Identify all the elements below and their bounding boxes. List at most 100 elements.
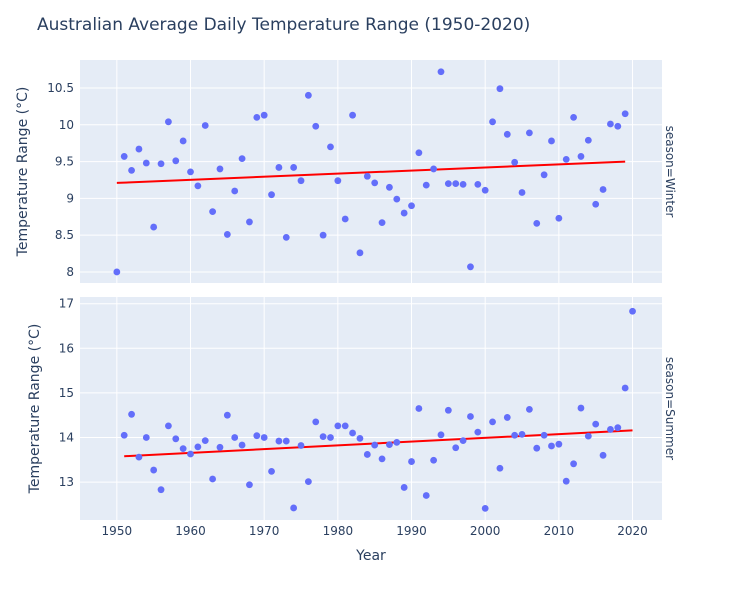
data-point xyxy=(150,223,158,231)
data-point xyxy=(216,443,224,451)
y-tick-label: 8 xyxy=(66,265,74,279)
data-point xyxy=(518,430,526,438)
data-point xyxy=(378,219,386,227)
data-point xyxy=(341,422,349,430)
data-point xyxy=(216,165,224,173)
data-point xyxy=(187,450,194,458)
data-point xyxy=(253,114,261,121)
data-point xyxy=(415,149,423,157)
data-point xyxy=(400,484,408,491)
data-point xyxy=(363,172,371,180)
data-point xyxy=(614,424,622,432)
data-point xyxy=(408,458,415,465)
data-point xyxy=(614,122,622,130)
data-point xyxy=(467,413,474,420)
data-point xyxy=(503,414,511,421)
data-point xyxy=(540,171,548,179)
data-point xyxy=(135,453,143,461)
data-point xyxy=(430,456,438,464)
data-point xyxy=(319,433,327,440)
data-point xyxy=(474,180,482,188)
data-point xyxy=(386,441,393,449)
data-point xyxy=(128,166,135,174)
data-point xyxy=(621,110,629,118)
data-point xyxy=(599,186,607,193)
data-point xyxy=(297,177,305,185)
data-point xyxy=(150,466,158,474)
data-point xyxy=(209,475,217,483)
x-tick-label: 1960 xyxy=(175,524,206,538)
data-point xyxy=(548,137,555,145)
y-tick-label: 9.5 xyxy=(55,155,74,169)
trend-line-winter xyxy=(116,160,626,184)
data-point xyxy=(525,129,533,137)
x-tick-label: 1980 xyxy=(323,524,354,538)
data-point xyxy=(172,435,180,443)
data-point xyxy=(562,477,570,485)
data-point xyxy=(511,158,519,166)
data-point xyxy=(481,186,489,194)
data-point xyxy=(231,187,239,195)
data-point xyxy=(363,451,371,458)
panel-winter: 8 8.5 9 9.5 10 10.5 season=Winter Temperature… xyxy=(15,60,677,283)
data-point xyxy=(415,405,423,412)
data-point xyxy=(253,432,261,440)
data-point xyxy=(179,445,187,453)
data-point xyxy=(621,384,629,392)
data-point xyxy=(503,130,511,138)
data-point xyxy=(282,233,290,241)
data-point xyxy=(290,164,298,171)
y-tick-label: 15 xyxy=(59,386,74,400)
data-point xyxy=(312,122,320,130)
data-point xyxy=(548,442,555,450)
data-point xyxy=(592,420,600,428)
data-point xyxy=(555,214,563,222)
data-point xyxy=(430,165,438,173)
data-point xyxy=(356,249,364,257)
y-tick-label: 17 xyxy=(59,297,74,311)
data-point xyxy=(275,164,283,171)
data-point xyxy=(570,460,577,468)
data-point xyxy=(246,218,253,226)
data-point xyxy=(223,411,231,419)
data-point xyxy=(444,180,452,188)
data-point xyxy=(629,307,636,315)
gridlines-winter xyxy=(80,60,662,283)
data-point xyxy=(268,191,275,199)
data-point xyxy=(142,159,150,167)
data-point xyxy=(570,114,577,121)
y-axis-title-winter: Temperature Range (°C) xyxy=(15,87,31,258)
data-point xyxy=(356,434,364,442)
data-point xyxy=(268,467,275,475)
x-tick-label: 1970 xyxy=(249,524,280,538)
y-tick-label: 16 xyxy=(59,341,74,355)
x-tick-label: 2010 xyxy=(544,524,575,538)
data-point xyxy=(459,180,467,188)
data-point xyxy=(577,153,585,160)
y-axis-title-summer: Temperature Range (°C) xyxy=(27,324,43,495)
data-point xyxy=(496,464,504,472)
plot-background-summer xyxy=(80,297,662,520)
data-point xyxy=(533,219,541,227)
y-tick-label: 8.5 xyxy=(55,228,74,242)
y-tick-label: 9 xyxy=(66,191,74,205)
data-point xyxy=(349,429,356,437)
data-point xyxy=(334,422,342,430)
data-point xyxy=(452,180,460,188)
data-point xyxy=(120,431,128,439)
data-point xyxy=(231,434,239,441)
y-tick-labels-winter: 8 8.5 9 9.5 10 10.5 xyxy=(47,81,74,279)
data-point xyxy=(238,155,246,163)
data-point xyxy=(201,437,209,445)
data-point xyxy=(607,426,614,433)
data-point xyxy=(135,145,143,153)
data-point xyxy=(165,118,172,126)
data-point xyxy=(577,404,585,412)
data-point xyxy=(349,111,356,119)
data-point xyxy=(371,441,379,449)
y-tick-label: 10 xyxy=(59,118,74,132)
y-tick-label: 13 xyxy=(59,475,74,489)
data-point xyxy=(260,111,268,119)
data-point xyxy=(238,441,246,449)
data-point xyxy=(341,215,349,223)
